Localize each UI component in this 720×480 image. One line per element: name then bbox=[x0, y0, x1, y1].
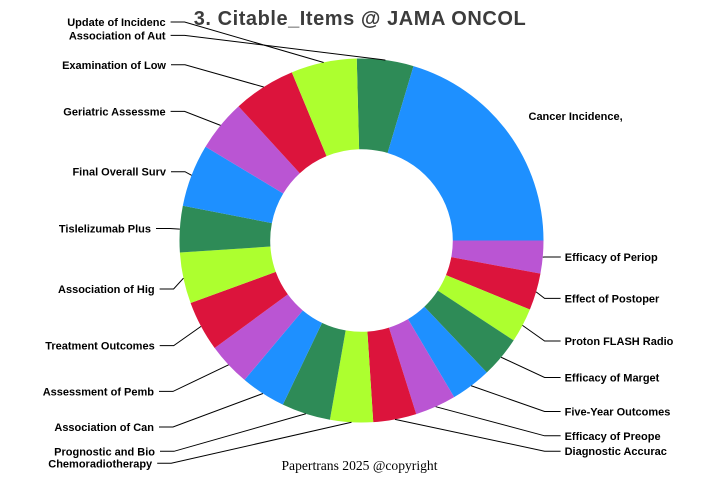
svg-text:Cancer Incidence,: Cancer Incidence, bbox=[529, 111, 623, 123]
svg-text:Prognostic and Bio: Prognostic and Bio bbox=[54, 446, 155, 458]
svg-text:Chemoradiotherapy: Chemoradiotherapy bbox=[48, 458, 153, 470]
svg-text:Update of Incidenc: Update of Incidenc bbox=[67, 17, 165, 29]
svg-text:Association of Aut: Association of Aut bbox=[69, 30, 166, 42]
svg-text:Efficacy of Preope: Efficacy of Preope bbox=[565, 431, 661, 443]
svg-text:Efficacy of Marget: Efficacy of Marget bbox=[565, 373, 660, 385]
svg-text:Assessment of Pemb: Assessment of Pemb bbox=[43, 386, 155, 398]
svg-text:Papertrans 2025 @copyright: Papertrans 2025 @copyright bbox=[282, 458, 438, 473]
svg-text:Treatment Outcomes: Treatment Outcomes bbox=[45, 341, 154, 353]
svg-text:Diagnostic Accurac: Diagnostic Accurac bbox=[565, 446, 667, 458]
svg-text:Examination of Low: Examination of Low bbox=[62, 60, 166, 72]
svg-text:3. Citable_Items @ JAMA ONCOL: 3. Citable_Items @ JAMA ONCOL bbox=[194, 8, 527, 30]
svg-text:Five-Year Outcomes: Five-Year Outcomes bbox=[565, 407, 671, 419]
svg-text:Tislelizumab Plus: Tislelizumab Plus bbox=[59, 224, 151, 236]
svg-text:Geriatric Assessme: Geriatric Assessme bbox=[63, 106, 165, 118]
svg-text:Proton FLASH Radio: Proton FLASH Radio bbox=[565, 336, 674, 348]
svg-text:Effect of Postoper: Effect of Postoper bbox=[565, 293, 660, 305]
svg-text:Final Overall Surv: Final Overall Surv bbox=[72, 167, 166, 179]
svg-text:Efficacy of Periop: Efficacy of Periop bbox=[565, 252, 658, 264]
svg-text:Association of Hig: Association of Hig bbox=[58, 284, 155, 296]
svg-text:Association of Can: Association of Can bbox=[54, 422, 154, 434]
